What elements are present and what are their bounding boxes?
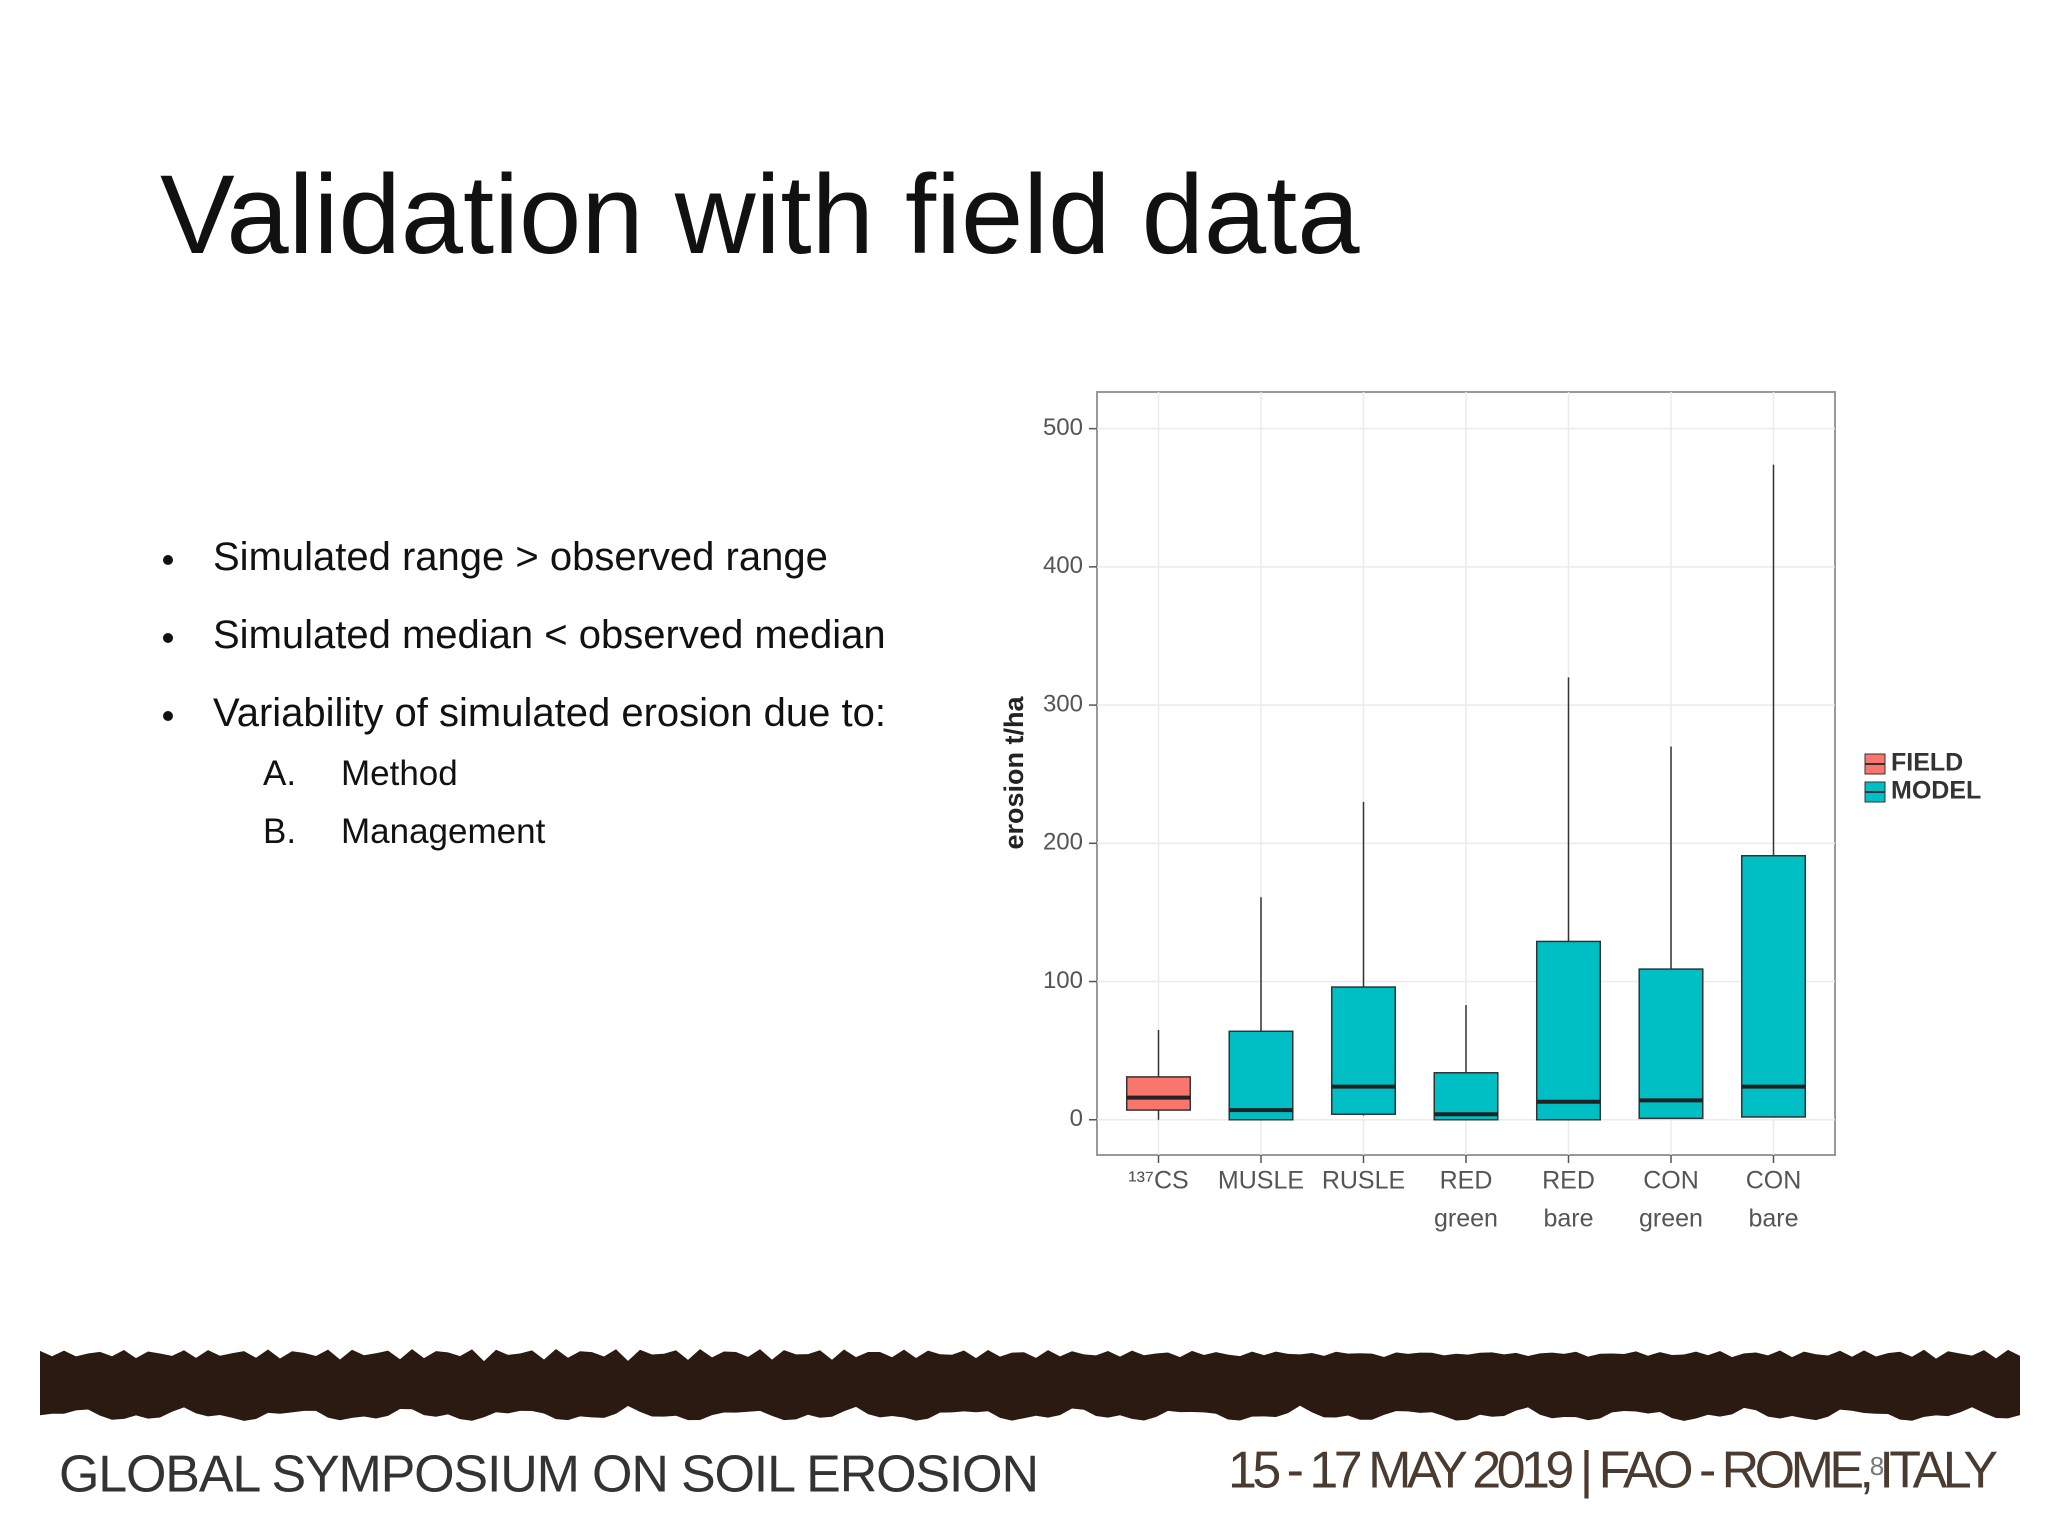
soil-strip <box>40 1349 2020 1421</box>
slide-number: 8 <box>1870 1451 1884 1481</box>
x-tick-label: bare <box>1748 1205 1798 1233</box>
sub-marker: B. <box>263 812 297 851</box>
box <box>1740 854 1807 1118</box>
x-tick-label: ¹³⁷CS <box>1128 1167 1188 1195</box>
box <box>1433 1072 1499 1121</box>
sub-bullet: Management <box>341 812 546 851</box>
y-tick-label: 100 <box>1043 967 1083 994</box>
box <box>1535 940 1602 1121</box>
slide-title: Validation with field data <box>160 152 1360 277</box>
x-tick-label: green <box>1434 1205 1498 1233</box>
box <box>1228 1030 1294 1121</box>
footer-right: 15 - 17 MAY 2019 | FAO - ROME, ITALY <box>1228 1442 1998 1500</box>
bullet: Variability of simulated erosion due to: <box>213 691 886 735</box>
x-tick-label: RED <box>1542 1167 1595 1195</box>
legend-label: FIELD <box>1891 749 1963 777</box>
x-tick-label: RUSLE <box>1322 1167 1405 1195</box>
y-tick-label: 500 <box>1043 414 1083 441</box>
y-tick-label: 0 <box>1070 1105 1083 1132</box>
x-tick-label: bare <box>1543 1205 1593 1233</box>
box <box>1638 968 1704 1120</box>
x-tick-label: RED <box>1440 1167 1493 1195</box>
bullet: Simulated range > observed range <box>213 535 828 579</box>
bullet-dot <box>163 711 173 721</box>
box <box>1125 1076 1192 1111</box>
box <box>1330 986 1397 1115</box>
footer-left: GLOBAL SYMPOSIUM ON SOIL EROSION <box>59 1446 1039 1504</box>
x-tick-label: CON <box>1746 1167 1802 1195</box>
x-tick-label: MUSLE <box>1218 1167 1304 1195</box>
bullet-dot <box>163 633 173 643</box>
bullet: Simulated median < observed median <box>213 613 886 657</box>
bullet-dot <box>163 555 173 565</box>
x-tick-label: green <box>1639 1205 1703 1233</box>
x-tick-label: CON <box>1643 1167 1699 1195</box>
sub-bullet: Method <box>341 754 458 793</box>
y-tick-label: 200 <box>1043 829 1083 856</box>
legend-label: MODEL <box>1891 777 1981 805</box>
sub-marker: A. <box>263 754 297 793</box>
y-axis-label: erosion t/ha <box>999 696 1029 850</box>
y-tick-label: 400 <box>1043 552 1083 579</box>
y-tick-label: 300 <box>1043 690 1083 717</box>
